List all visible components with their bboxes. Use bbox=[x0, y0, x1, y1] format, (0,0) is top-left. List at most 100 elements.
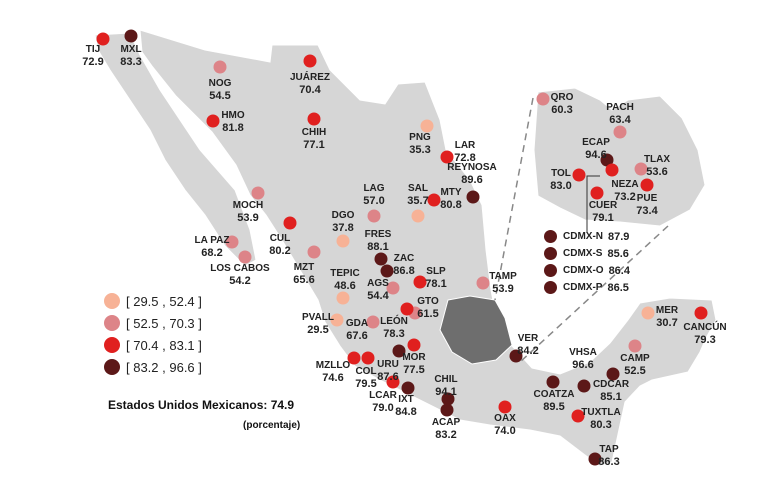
city-label-nog: NOG 54.5 bbox=[209, 78, 232, 102]
city-name: MZT bbox=[293, 262, 315, 273]
city-marker-vhsa bbox=[577, 379, 591, 393]
city-marker-cancún bbox=[694, 306, 708, 320]
city-label-mor: MOR 77.5 bbox=[402, 352, 425, 376]
city-name: FRES bbox=[364, 229, 392, 240]
city-label-ecap: ECAP 94.6 bbox=[582, 137, 610, 161]
city-label-acap: ACAP 83.2 bbox=[432, 417, 460, 441]
legend-label: [ 52.5 , 70.3 ] bbox=[126, 315, 202, 331]
city-label-ver: VER 84.2 bbox=[517, 333, 538, 357]
mexico-mainland bbox=[139, 29, 717, 467]
city-name: ACAP bbox=[431, 417, 461, 428]
city-marker-nog bbox=[213, 60, 227, 74]
city-marker-mxl bbox=[124, 29, 138, 43]
city-value: 94.6 bbox=[585, 149, 607, 161]
city-label-qro: QRO 60.3 bbox=[551, 92, 574, 116]
city-name: MZLLO bbox=[315, 360, 351, 371]
inset-connector-line bbox=[494, 97, 534, 301]
city-marker-lar bbox=[440, 150, 454, 164]
cdmx-name: CDMX-S bbox=[563, 248, 603, 259]
legend: [ 29.5 , 52.4 ] [ 52.5 , 70.3 ] [ 70.4 ,… bbox=[104, 290, 202, 378]
city-name: LEÓN bbox=[380, 316, 408, 327]
city-marker-reynosa bbox=[466, 190, 480, 204]
city-name: LCAR bbox=[369, 390, 397, 401]
city-value: 80.3 bbox=[590, 419, 612, 431]
city-value: 54.2 bbox=[229, 275, 251, 287]
city-label-tepic: TEPIC 48.6 bbox=[330, 268, 359, 292]
city-name: VER bbox=[517, 333, 539, 344]
city-marker-gda bbox=[366, 315, 380, 329]
city-marker-chil bbox=[441, 392, 455, 406]
city-label-tol: TOL 83.0 bbox=[550, 168, 571, 192]
legend-label: [ 83.2 , 96.6 ] bbox=[126, 359, 202, 375]
city-label-mxl: MXL 83.3 bbox=[120, 44, 141, 68]
legend-swatch bbox=[104, 359, 120, 375]
city-label-cuer: CUER 79.1 bbox=[589, 200, 617, 224]
city-value: 79.0 bbox=[372, 402, 394, 414]
city-name: COATZA bbox=[533, 389, 575, 400]
city-marker-png bbox=[420, 119, 434, 133]
city-name: LAR bbox=[454, 140, 476, 151]
city-marker-león bbox=[400, 302, 414, 316]
city-label-mzt: MZT 65.6 bbox=[293, 262, 314, 286]
cdmx-item: CDMX-S 85.6 bbox=[544, 245, 630, 262]
city-label-uru: URU 87.6 bbox=[377, 359, 399, 383]
city-marker-ags bbox=[386, 281, 400, 295]
city-marker-tuxtla bbox=[571, 409, 585, 423]
city-name: CANCÚN bbox=[683, 322, 727, 333]
city-marker-ixt bbox=[401, 381, 415, 395]
city-marker-juárez bbox=[303, 54, 317, 68]
legend-item: [ 83.2 , 96.6 ] bbox=[104, 356, 202, 378]
city-value: 79.1 bbox=[592, 212, 614, 224]
city-value: 30.7 bbox=[656, 317, 678, 329]
city-label-reynosa: REYNOSA 89.6 bbox=[447, 162, 496, 186]
city-value: 37.8 bbox=[332, 222, 354, 234]
city-marker-pvall bbox=[330, 313, 344, 327]
city-label-mty: MTY 80.8 bbox=[440, 187, 461, 211]
city-name: TUXTLA bbox=[581, 407, 621, 418]
city-name: TAP bbox=[599, 444, 619, 455]
city-name: NEZA bbox=[611, 179, 639, 190]
city-label-png: PNG 35.3 bbox=[409, 132, 431, 156]
city-label-cul: CUL 80.2 bbox=[269, 233, 290, 257]
city-marker-mer bbox=[641, 306, 655, 320]
city-name: SAL bbox=[407, 183, 428, 194]
city-value: 35.7 bbox=[407, 195, 429, 207]
city-label-tamp: TAMP 53.9 bbox=[489, 271, 517, 295]
city-label-lar: LAR 72.8 bbox=[454, 140, 475, 164]
cdmx-marker bbox=[544, 230, 557, 243]
legend-swatch bbox=[104, 315, 120, 331]
city-value: 84.2 bbox=[517, 345, 539, 357]
city-name: MER bbox=[655, 305, 679, 316]
city-label-león: LEÓN 78.3 bbox=[380, 316, 408, 340]
city-name: PNG bbox=[409, 132, 431, 143]
cdmx-marker bbox=[544, 281, 557, 294]
city-marker-coatza bbox=[546, 375, 560, 389]
city-name: MOCH bbox=[232, 200, 264, 211]
city-marker-dgo bbox=[336, 234, 350, 248]
city-label-vhsa: VHSA 96.6 bbox=[569, 347, 597, 371]
cdmx-value: 85.6 bbox=[607, 247, 629, 260]
city-name: HMO bbox=[221, 110, 245, 121]
city-value: 70.4 bbox=[299, 84, 321, 96]
city-label-pue: PUE 73.4 bbox=[636, 193, 657, 217]
city-marker-neza bbox=[605, 163, 619, 177]
city-value: 53.9 bbox=[237, 212, 259, 224]
city-marker-uru bbox=[392, 344, 406, 358]
city-label-cdcar: CDCAR 85.1 bbox=[593, 379, 629, 403]
city-name: CUER bbox=[588, 200, 618, 211]
city-name: CDCAR bbox=[592, 379, 630, 390]
legend-item: [ 29.5 , 52.4 ] bbox=[104, 290, 202, 312]
city-marker-lag bbox=[367, 209, 381, 223]
city-value: 83.0 bbox=[550, 180, 572, 192]
city-marker-mor bbox=[407, 338, 421, 352]
city-marker-tepic bbox=[336, 291, 350, 305]
city-value: 63.4 bbox=[609, 114, 631, 126]
city-value: 89.6 bbox=[461, 174, 483, 186]
city-value: 54.4 bbox=[367, 290, 389, 302]
city-value: 85.1 bbox=[600, 391, 622, 403]
national-total: Estados Unidos Mexicanos: 74.9 bbox=[108, 398, 295, 412]
city-name: MXL bbox=[120, 44, 142, 55]
cdmx-pointer-line bbox=[586, 175, 600, 232]
